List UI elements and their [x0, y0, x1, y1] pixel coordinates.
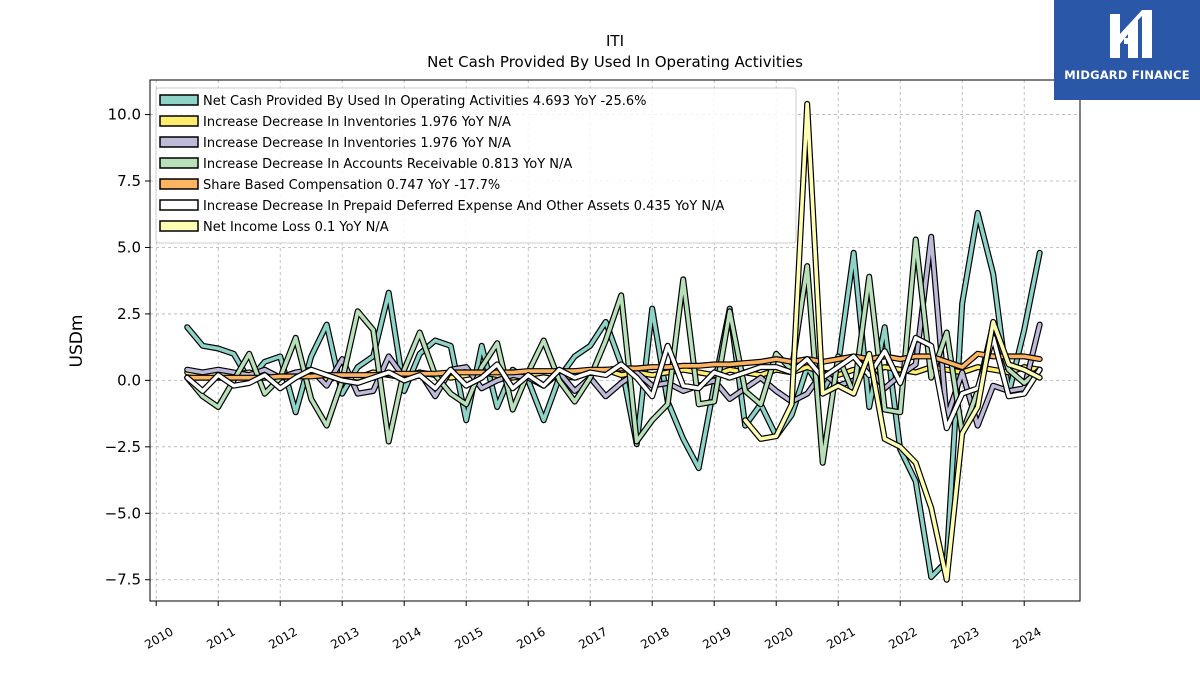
plot-frame — [149, 79, 1081, 602]
x-tick-label: 2015 — [452, 624, 485, 651]
legend-swatch — [159, 115, 199, 127]
x-tick-label: 2012 — [266, 624, 299, 651]
y-tick-label: 5.0 — [117, 238, 141, 256]
x-tick-label: 2016 — [514, 624, 547, 651]
x-tick-label: 2013 — [328, 624, 361, 651]
legend-label: Increase Decrease In Prepaid Deferred Ex… — [203, 199, 724, 214]
series-line-3 — [185, 237, 1042, 465]
legend: Net Cash Provided By Used In Operating A… — [155, 87, 797, 244]
legend-swatch — [159, 199, 199, 211]
y-tick-label: 2.5 — [117, 305, 141, 323]
x-tick-label: 2014 — [390, 624, 423, 651]
legend-label: Increase Decrease In Inventories 1.976 Y… — [203, 136, 511, 151]
series-lines — [184, 100, 1043, 583]
y-tick-label: 0.0 — [117, 371, 141, 389]
y-tick-label: −2.5 — [105, 438, 141, 456]
legend-label: Increase Decrease In Accounts Receivable… — [203, 157, 572, 172]
y-tick-label: −5.0 — [105, 504, 141, 522]
legend-swatch — [159, 94, 199, 106]
y-tick-label: −7.5 — [105, 571, 141, 589]
y-axis-label: USDm — [67, 315, 87, 368]
legend-label: Net Income Loss 0.1 YoY N/A — [203, 220, 389, 235]
x-tick-label: 2019 — [700, 624, 733, 651]
x-tick-label: 2022 — [886, 624, 919, 651]
x-tick-label: 2017 — [576, 624, 609, 651]
x-tick-label: 2011 — [204, 624, 237, 651]
legend-swatch — [159, 220, 199, 232]
series-line-6 — [743, 102, 1042, 582]
brand-name: MIDGARD FINANCE — [1064, 68, 1190, 82]
y-tick-label: 7.5 — [117, 172, 141, 190]
series-line-0 — [185, 211, 1042, 579]
chart-subtitle: Net Cash Provided By Used In Operating A… — [427, 53, 803, 71]
legend-swatch — [159, 178, 199, 190]
legend-label: Increase Decrease In Inventories 1.976 Y… — [203, 115, 511, 130]
legend-swatch — [159, 136, 199, 148]
y-tick-label: 10.0 — [108, 106, 141, 124]
x-tick-label: 2018 — [638, 624, 671, 651]
series-line-5 — [185, 335, 1042, 431]
legend-label: Net Cash Provided By Used In Operating A… — [203, 94, 646, 109]
chart-title: ITI — [606, 32, 624, 50]
legend-label: Share Based Compensation 0.747 YoY -17.7… — [203, 178, 500, 193]
x-tick-label: 2010 — [142, 624, 175, 651]
x-tick-label: 2020 — [762, 624, 795, 651]
x-tick-label: 2023 — [948, 624, 981, 651]
x-tick-label: 2021 — [824, 624, 857, 651]
legend-box — [155, 87, 797, 244]
brand-logo: MIDGARD FINANCE — [1054, 0, 1200, 100]
legend-swatch — [159, 157, 199, 169]
midgard-logo-icon — [1110, 10, 1152, 58]
x-tick-label: 2024 — [1010, 624, 1043, 651]
